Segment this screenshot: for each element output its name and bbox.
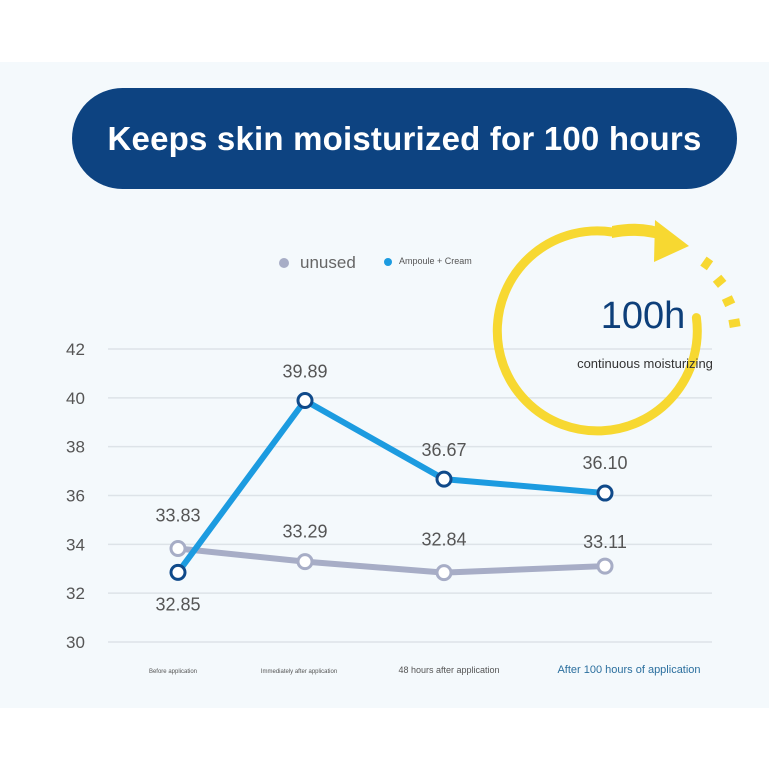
series [169, 392, 614, 582]
legend-label-treated: Ampoule + Cream [399, 256, 472, 266]
legend-marker-unused [279, 258, 289, 268]
x-category-label: 48 hours after application [398, 665, 499, 675]
badge-dash [728, 318, 741, 328]
data-label-unused: 32.84 [421, 530, 466, 550]
data-point-unused [296, 553, 314, 571]
data-point-treated [435, 470, 453, 488]
y-tick-label: 40 [66, 389, 85, 408]
data-point-treated [169, 563, 187, 581]
x-category-label: Before application [149, 669, 197, 675]
legend-marker-treated [384, 258, 392, 266]
data-point-unused [435, 564, 453, 582]
badge-dash [712, 274, 727, 288]
y-tick-label: 42 [66, 340, 85, 359]
x-category-label: After 100 hours of application [557, 664, 700, 676]
arrow-head-icon [654, 220, 689, 262]
y-tick-label: 30 [66, 633, 85, 652]
y-axis-ticks: 30 32 34 36 38 40 42 [66, 340, 85, 652]
y-tick-label: 32 [66, 584, 85, 603]
badge-value: 100h [601, 295, 686, 337]
data-labels: 33.83 33.29 32.84 33.11 32.85 39.89 36.67 36.10 [155, 362, 627, 615]
badge-ring [492, 226, 702, 436]
y-tick-label: 36 [66, 487, 85, 506]
y-tick-label: 34 [66, 535, 85, 554]
data-point-treated [596, 484, 614, 502]
y-tick-label: 38 [66, 438, 85, 457]
x-axis-categories: Before application Immediately after appl… [149, 664, 701, 676]
data-label-treated: 36.10 [582, 453, 627, 473]
title-banner: Keeps skin moisturized for 100 hours [72, 88, 737, 189]
badge-caption: continuous moisturizing [577, 356, 713, 371]
badge-dash [700, 256, 714, 271]
data-label-unused: 33.11 [583, 532, 627, 552]
data-point-unused [169, 539, 187, 557]
legend-label-unused: unused [300, 253, 356, 272]
data-label-treated: 32.85 [155, 594, 200, 614]
badge-dash [721, 295, 736, 308]
data-point-unused [596, 557, 614, 575]
series-line-treated [175, 397, 608, 576]
data-label-unused: 33.29 [282, 522, 327, 542]
100h-badge: 100h continuous moisturizing [492, 220, 741, 436]
legend: unused Ampoule + Cream [279, 253, 472, 272]
banner-title: Keeps skin moisturized for 100 hours [107, 119, 702, 157]
x-category-label: Immediately after application [261, 669, 337, 675]
series-line-unused [175, 545, 608, 576]
data-label-treated: 36.67 [421, 440, 466, 460]
data-label-treated: 39.89 [282, 362, 327, 382]
data-label-unused: 33.83 [155, 505, 200, 525]
data-point-treated [296, 392, 314, 410]
